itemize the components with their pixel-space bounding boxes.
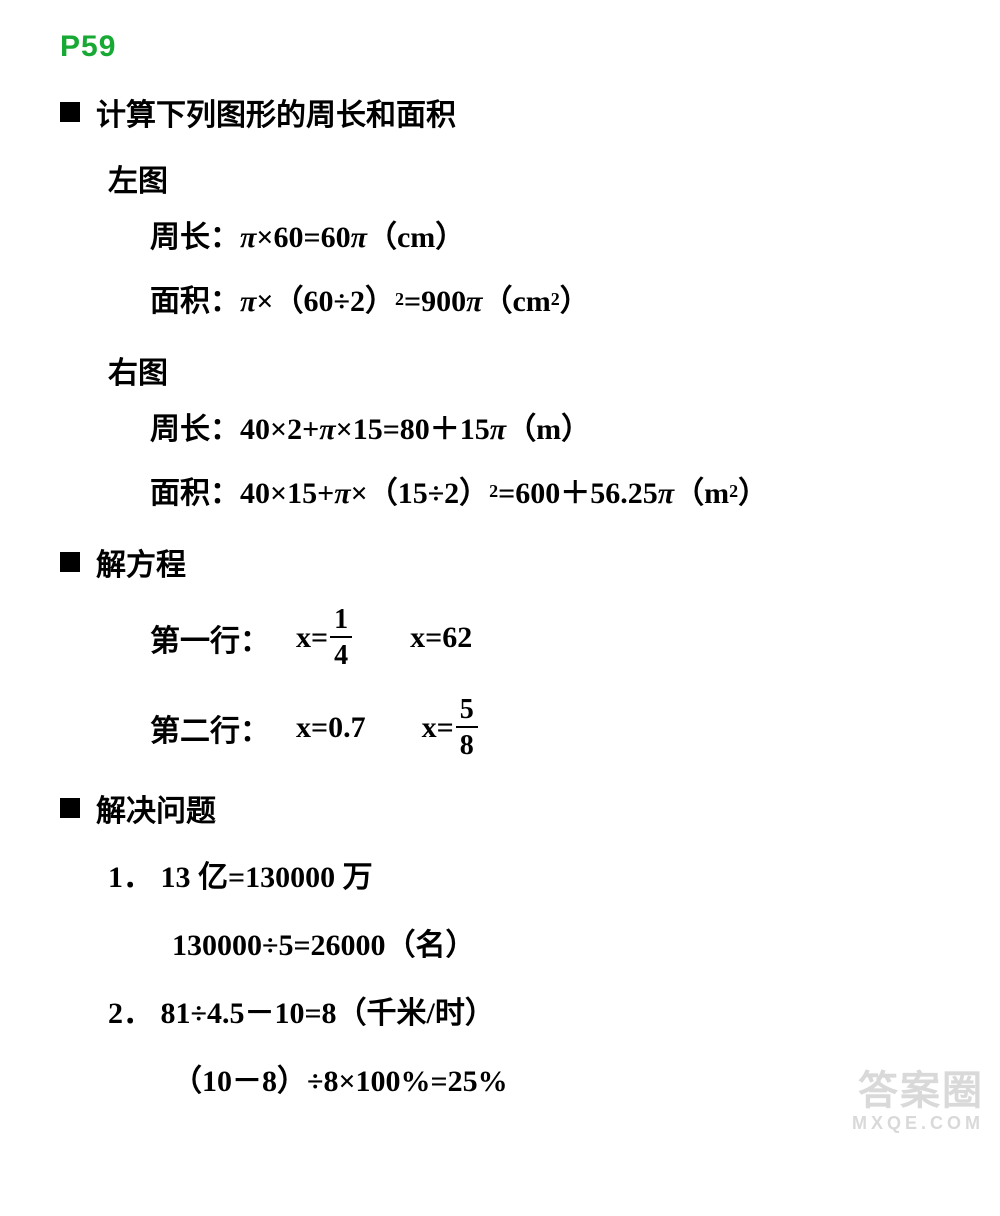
eq-row-1: 第一行： x= 1 4 x=62	[150, 606, 940, 670]
eq2-x: x	[410, 621, 425, 655]
section-header-calc: 计算下列图形的周长和面积	[60, 90, 940, 134]
expr-c: =900π	[404, 284, 483, 320]
label: 周长：	[150, 412, 240, 448]
right-figure-label: 右图	[108, 348, 940, 392]
eq-row-2: 第二行： x=0.7 x= 5 8	[150, 696, 940, 760]
unit-exp: 2	[729, 481, 738, 503]
unit-a: （cm	[482, 284, 550, 320]
problem-2-line2: （10－8）÷8×100%=25%	[172, 1056, 940, 1100]
eq1-x: x	[296, 711, 311, 745]
section-title: 解方程	[96, 540, 186, 584]
eq1-lhs: x	[296, 621, 311, 655]
fraction: 1 4	[330, 606, 352, 670]
unit: （cm）	[367, 220, 465, 256]
expr-b: （60÷2）	[274, 284, 395, 320]
section-title: 解决问题	[96, 786, 216, 830]
expr: 40×2+π×15=80＋15π	[240, 412, 506, 448]
fraction: 5 8	[456, 696, 478, 760]
bullet-icon	[60, 552, 80, 572]
right-area: 面积： 40×15+π× （15÷2） 2 =600＋56.25π （m 2 ）	[150, 476, 940, 512]
unit-b: ）	[560, 284, 590, 320]
unit-a: （m	[674, 476, 729, 512]
expr-c: =600＋56.25π	[498, 476, 674, 512]
section-solve-prob: 解决问题 1． 13 亿=130000 万 130000÷5=26000（名） …	[60, 786, 940, 1100]
expr-a: π×	[240, 284, 274, 320]
right-perimeter: 周长： 40×2+π×15=80＋15π （m）	[150, 412, 940, 448]
watermark-small: MXQE.COM	[852, 1113, 984, 1134]
frac-den: 8	[456, 726, 478, 760]
frac-den: 4	[330, 636, 352, 670]
bullet-icon	[60, 102, 80, 122]
problem-1-line2: 130000÷5=26000（名）	[172, 920, 940, 964]
left-area: 面积： π× （60÷2） 2 =900π （cm 2 ）	[150, 284, 940, 320]
problem-2-line1: 2． 81÷4.5－10=8（千米/时）	[108, 988, 940, 1032]
eq2-eq: =	[437, 711, 454, 745]
eq2-x: x	[422, 711, 437, 745]
label: 面积：	[150, 476, 240, 512]
label: 周长：	[150, 220, 240, 256]
page-number: P59	[60, 30, 940, 64]
expr-a: 40×15+π×	[240, 476, 368, 512]
prob-text: 81÷4.5－10=8（千米/时）	[161, 997, 495, 1030]
section-title: 计算下列图形的周长和面积	[96, 90, 456, 134]
frac-num: 5	[456, 696, 478, 726]
exp: 2	[489, 481, 498, 503]
unit: （m）	[506, 412, 591, 448]
page-root: P59 计算下列图形的周长和面积 左图 周长： π×60=60π （cm） 面积…	[0, 0, 1000, 1144]
expr-b: （15÷2）	[368, 476, 489, 512]
prob-num: 2．	[108, 997, 153, 1030]
frac-num: 1	[330, 606, 352, 636]
expr: π×60=60π	[240, 220, 367, 256]
prob-text: 13 亿=130000 万	[161, 861, 373, 894]
label: 面积：	[150, 284, 240, 320]
section-solve-eq: 解方程 第一行： x= 1 4 x=62 第二行： x=0.7 x= 5 8	[60, 540, 940, 760]
eq1-rest: =0.7	[311, 711, 366, 745]
left-figure-label: 左图	[108, 156, 940, 200]
unit-b: ）	[738, 476, 768, 512]
prob-num: 1．	[108, 861, 153, 894]
section-header-eq: 解方程	[60, 540, 940, 584]
left-perimeter: 周长： π×60=60π （cm）	[150, 220, 940, 256]
section-calc: 计算下列图形的周长和面积 左图 周长： π×60=60π （cm） 面积： π×…	[60, 90, 940, 512]
unit-exp: 2	[551, 289, 560, 311]
section-header-prob: 解决问题	[60, 786, 940, 830]
problem-1-line1: 1． 13 亿=130000 万	[108, 852, 940, 896]
exp: 2	[395, 289, 404, 311]
eq1-eq: =	[311, 621, 328, 655]
row-label: 第二行：	[150, 706, 270, 750]
row-label: 第一行：	[150, 616, 270, 660]
eq2-rest: =62	[425, 621, 472, 655]
bullet-icon	[60, 798, 80, 818]
